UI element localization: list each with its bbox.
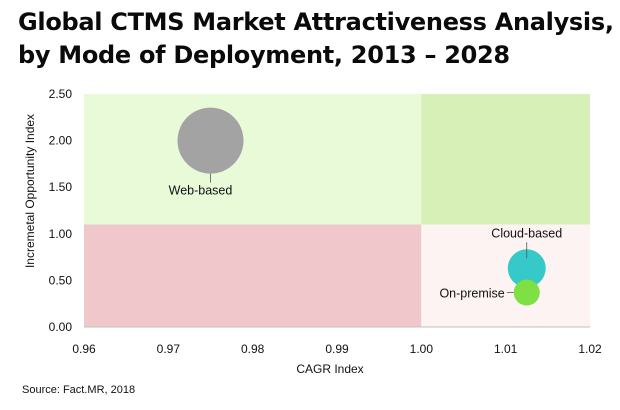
x-axis-label: CAGR Index — [296, 362, 363, 376]
quadrant-bottom-left — [84, 224, 422, 327]
chart-title-line-1: Global CTMS Market Attractiveness Analys… — [18, 8, 614, 36]
bubble-on-premise — [513, 279, 540, 306]
quadrant-top-right — [421, 94, 590, 225]
x-tick-label: 0.99 — [325, 342, 349, 356]
x-tick-label: 1.00 — [410, 342, 434, 356]
x-tick-label: 0.97 — [157, 342, 181, 356]
bubble-label: On-premise — [439, 287, 504, 301]
x-tick-label: 0.96 — [72, 342, 96, 356]
quadrant-backgrounds — [84, 94, 590, 327]
y-tick-label: 1.50 — [49, 180, 73, 194]
bubble-web-based — [177, 107, 244, 174]
bubbles — [177, 107, 546, 306]
chart-title-line-2: by Mode of Deployment, 2013 – 2028 — [18, 41, 510, 69]
x-tick-label: 0.98 — [241, 342, 265, 356]
y-tick-label: 2.50 — [49, 87, 73, 101]
y-tick-label: 0.50 — [49, 273, 73, 287]
y-axis-label: Incremetal Opportunity Index — [23, 114, 37, 268]
x-tick-label: 1.02 — [578, 342, 602, 356]
y-tick-label: 1.00 — [49, 227, 73, 241]
x-tick-labels: 0.96 0.97 0.98 0.99 1.00 1.01 1.02 — [72, 342, 602, 356]
quadrant-top-left — [84, 94, 422, 225]
bubble-labels: Web-based Cloud-based On-premise — [169, 173, 562, 301]
x-tick-label: 1.01 — [494, 342, 518, 356]
bubble-cloud-based — [507, 249, 546, 288]
y-tick-labels: 0.00 0.50 1.00 1.50 2.00 2.50 — [49, 87, 73, 334]
source-note: Source: Fact.MR, 2018 — [22, 384, 136, 396]
bubble-label: Cloud-based — [491, 226, 562, 240]
quadrant-bottom-right — [421, 224, 590, 327]
y-tick-label: 0.00 — [49, 320, 73, 334]
bubble-label: Web-based — [169, 184, 233, 198]
chart-title: Global CTMS Market Attractiveness Analys… — [18, 6, 618, 72]
y-tick-label: 2.00 — [49, 134, 73, 148]
bubble-chart: 0.96 0.97 0.98 0.99 1.00 1.01 1.02 0.00 0.50 1.0… — [23, 87, 602, 376]
